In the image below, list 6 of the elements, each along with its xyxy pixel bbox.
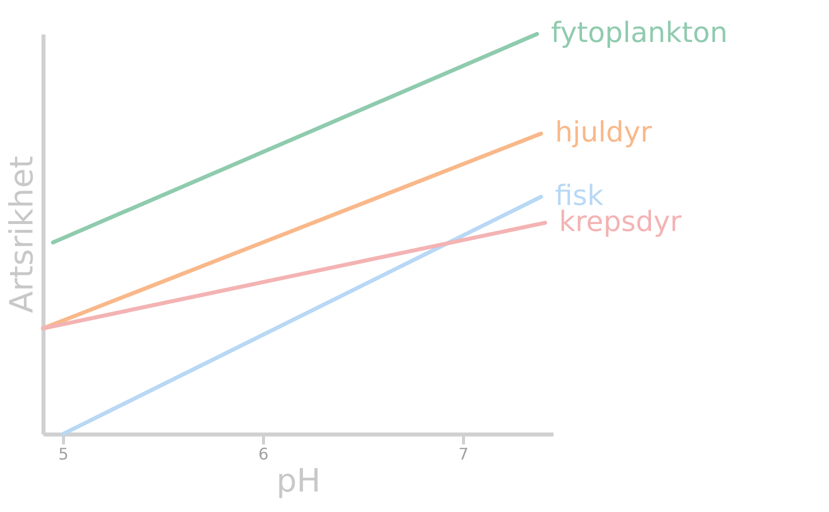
series-label: fytoplankton: [551, 16, 728, 49]
series-label: hjuldyr: [555, 116, 652, 149]
x-tick-label: 5: [58, 444, 69, 464]
x-tick-label: 7: [458, 444, 469, 464]
series-label: krepsdyr: [559, 204, 682, 238]
x-tick-label: 6: [258, 444, 269, 464]
